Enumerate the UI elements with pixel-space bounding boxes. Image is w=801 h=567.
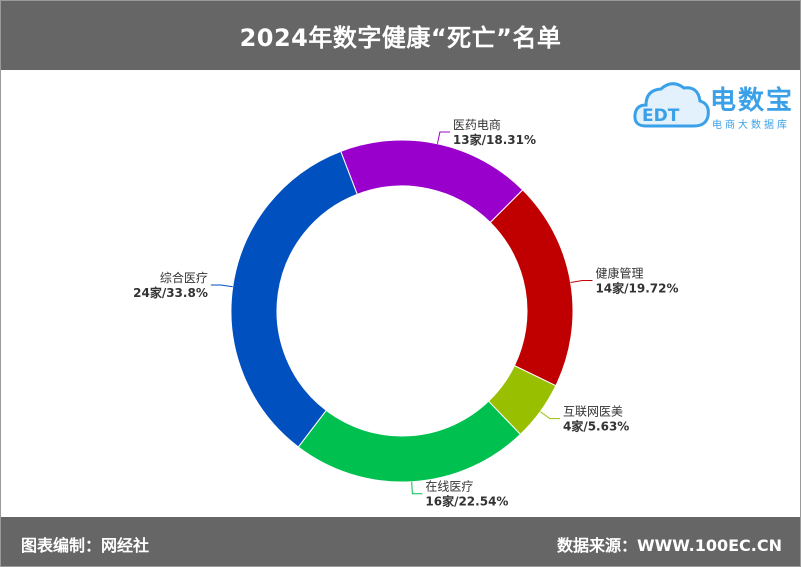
slice-name-label-2: 互联网医美	[563, 405, 623, 419]
logo-mark: EDT	[642, 106, 680, 126]
chart-footer: 图表编制：网经社 数据来源：WWW.100EC.CN	[1, 517, 800, 566]
leader-line-0	[436, 131, 450, 144]
cloud-icon: EDT	[633, 82, 710, 128]
slice-name-label-4: 综合医疗	[160, 270, 208, 285]
donut-slice-4	[230, 150, 358, 448]
slice-value-label-2: 4家/5.63%	[563, 419, 629, 434]
leader-line-4	[210, 284, 233, 288]
slice-value-label-3: 16家/22.54%	[425, 494, 508, 509]
donut-slice-0	[340, 139, 524, 224]
leader-line-3	[411, 481, 423, 495]
slice-value-label-4: 24家/33.8%	[133, 285, 208, 300]
logo-subtext: 电商大数据库	[712, 120, 790, 131]
leader-line-1	[570, 280, 593, 284]
brand-logo: EDT 电数宝 电商大数据库	[632, 76, 794, 136]
leader-line-2	[539, 411, 560, 420]
footer-source: 数据来源：WWW.100EC.CN	[556, 536, 782, 555]
donut-slice-1	[489, 189, 574, 387]
slice-value-label-1: 14家/19.72%	[595, 281, 678, 296]
slice-name-label-3: 在线医疗	[425, 480, 473, 494]
donut-slice-3	[297, 400, 522, 483]
slice-name-label-1: 健康管理	[595, 266, 643, 281]
slice-name-label-0: 医药电商	[453, 117, 501, 132]
logo-text: 电数宝	[710, 86, 795, 116]
chart-title: 2024年数字健康“死亡”名单	[239, 24, 562, 52]
slice-value-label-0: 13家/18.31%	[453, 132, 536, 147]
chart-header: 2024年数字健康“死亡”名单	[1, 1, 800, 70]
footer-credit: 图表编制：网经社	[21, 536, 150, 555]
